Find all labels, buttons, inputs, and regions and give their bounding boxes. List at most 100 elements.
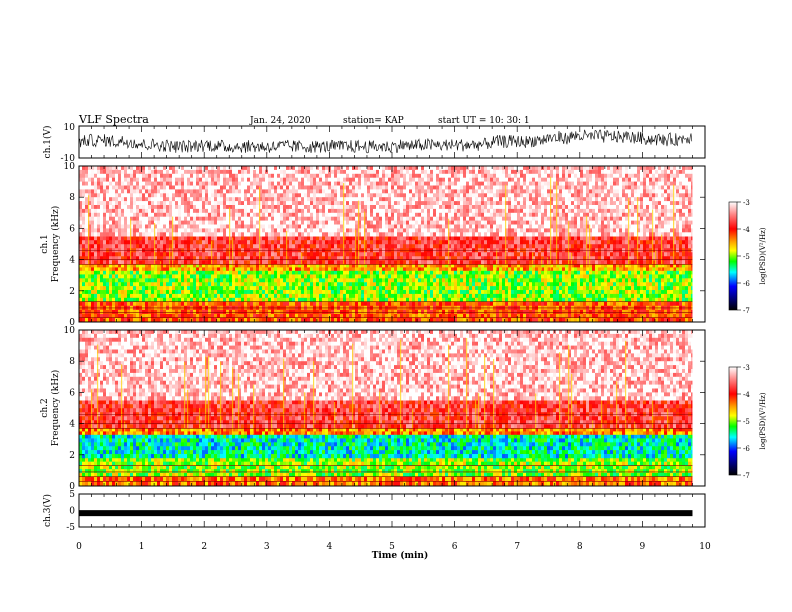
spectrogram-cell — [316, 260, 320, 265]
spectrogram-cell — [418, 216, 422, 221]
spectrogram-cell — [145, 260, 149, 265]
spectrogram-cell — [334, 169, 338, 175]
spectrogram-cell — [196, 256, 200, 261]
spectrogram-cell — [370, 270, 374, 275]
spectrogram-cell — [259, 216, 263, 221]
spectrogram-cell — [106, 274, 110, 279]
spectrogram-cell — [421, 169, 425, 175]
spectrogram-cell — [451, 286, 455, 291]
spectrogram-cell — [427, 267, 431, 271]
spectrogram-cell — [325, 317, 329, 323]
spectrogram-cell — [262, 270, 266, 275]
spectrogram-cell — [370, 232, 374, 237]
spectrogram-cell — [79, 317, 83, 323]
spectrogram-cell — [379, 274, 383, 279]
spectrogram-cell — [415, 197, 419, 202]
spectrogram-cell — [265, 232, 269, 237]
spectrogram-cell — [442, 205, 446, 210]
spectrogram-cell — [112, 317, 116, 323]
spectrogram-cell — [436, 270, 440, 275]
spectrogram-cell — [178, 264, 182, 268]
spectrogram-cell — [256, 205, 260, 210]
spectrogram-cell — [271, 173, 275, 178]
spectrogram-cell — [169, 286, 173, 291]
spectrogram-cell — [121, 313, 125, 319]
spectrogram-cell — [136, 313, 140, 319]
spectrogram-cell — [343, 293, 347, 299]
spectrogram-cell — [85, 197, 89, 202]
spectrogram-cell — [388, 309, 392, 315]
spectrogram-cell — [211, 317, 215, 323]
spectrogram-cell — [82, 301, 86, 307]
spectrogram-cell — [370, 267, 374, 271]
spectrogram-cell — [316, 256, 320, 261]
spectrogram-cell — [265, 224, 269, 229]
spectrogram-cell — [325, 177, 329, 182]
spectrogram-cell — [427, 189, 431, 194]
spectrogram-cell — [373, 252, 377, 257]
spectrogram-cell — [352, 232, 356, 237]
spectrogram-cell — [325, 236, 329, 241]
spectrogram-cell — [397, 244, 401, 249]
spectrogram-cell — [286, 264, 290, 268]
spectrogram-cell — [418, 301, 422, 307]
spectrogram-cell — [448, 201, 452, 206]
spectrogram-cell — [88, 193, 92, 198]
spectrogram-cell — [142, 208, 146, 214]
spectrogram-cell — [376, 169, 380, 175]
spectrogram-cell — [148, 189, 152, 194]
spectrogram-cell — [100, 309, 104, 315]
spectrogram-cell — [247, 256, 251, 261]
spectrogram-cell — [220, 224, 224, 229]
spectrogram-cell — [136, 293, 140, 299]
spectrogram-cell — [343, 166, 347, 171]
spectrogram-cell — [97, 236, 101, 241]
spectrogram-cell — [307, 301, 311, 307]
spectrogram-cell — [349, 185, 353, 190]
spectrogram-cell — [199, 282, 203, 287]
spectrogram-cell — [382, 208, 386, 214]
spectrogram-cell — [307, 260, 311, 265]
spectrogram-cell — [280, 282, 284, 287]
spectrogram-cell — [118, 301, 122, 307]
spectrogram-cell — [238, 212, 242, 217]
spectrogram-cell — [379, 301, 383, 307]
spectrogram-cell — [154, 252, 158, 257]
spectrogram-cell — [304, 181, 308, 186]
spectrogram-cell — [220, 177, 224, 182]
spectrogram-cell — [157, 197, 161, 202]
spectrogram-cell — [214, 224, 218, 229]
spectrogram-cell — [202, 232, 206, 237]
spectrogram-cell — [403, 216, 407, 221]
spectrogram-cell — [391, 236, 395, 241]
spectrogram-cell — [127, 244, 131, 249]
spectrogram-cell — [262, 185, 266, 190]
spectrogram-cell — [178, 166, 182, 171]
spectrogram-cell — [382, 260, 386, 265]
spectrogram-cell — [451, 270, 455, 275]
spectrogram-cell — [373, 264, 377, 268]
spectrogram-cell — [409, 264, 413, 268]
spectrogram-cell — [112, 286, 116, 291]
spectrogram-cell — [415, 274, 419, 279]
spectrogram-cell — [268, 177, 272, 182]
spectrogram-cell — [223, 244, 227, 249]
spectrogram-cell — [331, 224, 335, 229]
spectrogram-cell — [433, 236, 437, 241]
spectrogram-cell — [370, 286, 374, 291]
spectrogram-cell — [163, 197, 167, 202]
spectrogram-cell — [325, 244, 329, 249]
spectrogram-cell — [259, 309, 263, 315]
spectrogram-cell — [331, 189, 335, 194]
spectrogram-cell — [295, 185, 299, 190]
spectrogram-cell — [85, 264, 89, 268]
spectrogram-cell — [124, 189, 128, 194]
spectrogram-cell — [247, 166, 251, 171]
spectrogram-cell — [385, 252, 389, 257]
spectrogram-cell — [340, 212, 344, 217]
spectrogram-cell — [145, 286, 149, 291]
spectrogram-cell — [304, 260, 308, 265]
spectrogram-cell — [418, 205, 422, 210]
spectrogram-cell — [439, 197, 443, 202]
spectrogram-cell — [322, 282, 326, 287]
